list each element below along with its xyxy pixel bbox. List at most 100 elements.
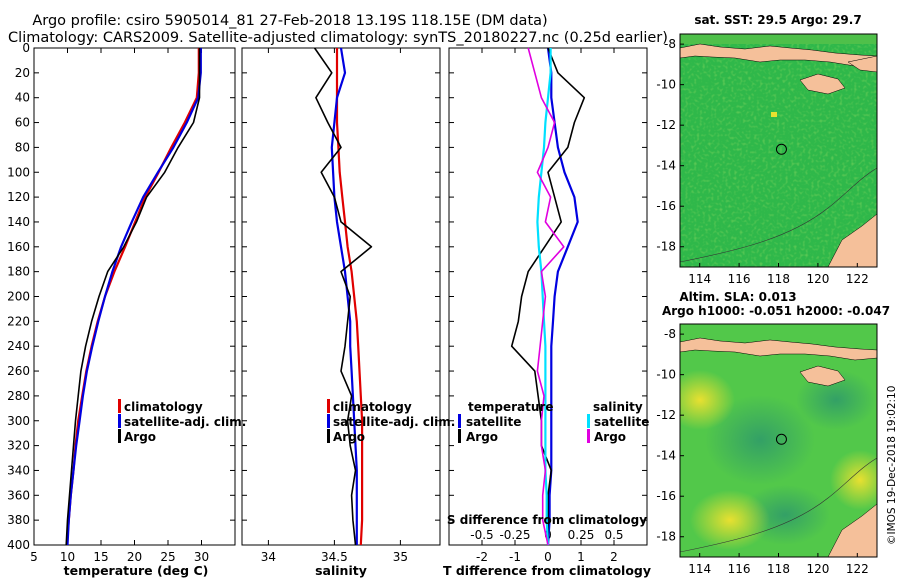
difference-s-label: S difference from climatology bbox=[447, 513, 647, 527]
series-salinity-satellite bbox=[536, 48, 552, 546]
difference-xlabel: T difference from climatology bbox=[443, 563, 651, 578]
series-climatology bbox=[335, 48, 364, 546]
legend-title-temperature: temperature bbox=[468, 400, 553, 414]
depth-tick-label: 40 bbox=[15, 91, 30, 105]
legend-label-argo: Argo bbox=[124, 430, 156, 444]
difference-legend: temperature satellite Argo salinity sate… bbox=[458, 400, 649, 444]
temperature-y-ticks: 0 20 40 60 80 100 120 140 160 180 200 220 240 260 280 3… bbox=[7, 41, 235, 552]
legend-label-sat: satellite-adj. clim. bbox=[124, 415, 246, 429]
imos-credit: ©IMOS 19-Dec-2018 19:02:10 bbox=[886, 386, 898, 545]
lat-tick-label: -16 bbox=[656, 489, 676, 503]
sst-argo-location bbox=[775, 143, 787, 155]
sal-legend-sat: satellite-adj. clim. bbox=[333, 415, 455, 429]
s-tick-label: -0.25 bbox=[499, 528, 530, 542]
x-tick-label: 35 bbox=[393, 550, 408, 564]
x-tick-label: 2 bbox=[610, 550, 618, 564]
depth-tick-label: 260 bbox=[7, 364, 30, 378]
x-tick-label: 34 bbox=[261, 550, 276, 564]
lat-tick-label: -12 bbox=[656, 408, 676, 422]
depth-tick-label: 80 bbox=[15, 140, 30, 154]
lon-tick-label: 114 bbox=[688, 272, 711, 286]
sst-land-islands bbox=[680, 43, 877, 67]
legend-s-satellite: satellite bbox=[594, 415, 649, 429]
difference-s-ticks: -0.5 -0.25 0 0.25 0.5 bbox=[470, 528, 623, 542]
temperature-xlabel: temperature (deg C) bbox=[64, 563, 209, 578]
depth-tick-label: 180 bbox=[7, 265, 30, 279]
sst-land-sumba bbox=[799, 73, 846, 95]
lon-tick-label: 116 bbox=[728, 562, 751, 576]
lat-tick-label: -8 bbox=[664, 37, 676, 51]
depth-tick-label: 220 bbox=[7, 314, 30, 328]
lat-tick-label: -18 bbox=[656, 240, 676, 254]
lon-tick-label: 122 bbox=[846, 562, 869, 576]
series-salinity-argo bbox=[527, 47, 565, 546]
lon-tick-label: 122 bbox=[846, 272, 869, 286]
depth-tick-label: 20 bbox=[15, 66, 30, 80]
sst-map: sat. SST: 29.5 Argo: 29.7 -8 -10 -12 -14 -16… bbox=[656, 13, 878, 286]
difference-x-ticks: -2 -1 0 1 2 bbox=[476, 48, 618, 564]
sla-argo-location bbox=[775, 433, 787, 445]
x-tick-label: 30 bbox=[194, 550, 209, 564]
sla-map-title-2: Argo h1000: -0.051 h2000: -0.047 bbox=[662, 304, 890, 318]
legend-t-argo: Argo bbox=[466, 430, 498, 444]
sla-land-sumba bbox=[799, 365, 846, 387]
x-tick-label: 10 bbox=[60, 550, 75, 564]
s-tick-label: -0.5 bbox=[470, 528, 493, 542]
temperature-legend: climatology satellite-adj. clim. Argo bbox=[118, 399, 246, 444]
depth-tick-label: 160 bbox=[7, 240, 30, 254]
depth-tick-label: 380 bbox=[7, 513, 30, 527]
series-satellite-adj-clim- bbox=[330, 47, 358, 545]
lon-tick-label: 118 bbox=[767, 272, 790, 286]
s-tick-label: 0.5 bbox=[604, 528, 623, 542]
depth-tick-label: 140 bbox=[7, 215, 30, 229]
x-tick-label: -2 bbox=[476, 550, 488, 564]
lat-tick-label: -12 bbox=[656, 118, 676, 132]
sal-legend-clim: climatology bbox=[333, 400, 412, 414]
legend-label-clim: climatology bbox=[124, 400, 203, 414]
depth-tick-label: 100 bbox=[7, 165, 30, 179]
series-climatology bbox=[65, 48, 200, 546]
depth-tick-label: 300 bbox=[7, 414, 30, 428]
sst-land-timor bbox=[847, 55, 877, 73]
depth-tick-label: 400 bbox=[7, 538, 30, 552]
legend-swatch-clim bbox=[118, 399, 121, 413]
lat-tick-label: -14 bbox=[656, 159, 676, 173]
legend-title-salinity: salinity bbox=[593, 400, 643, 414]
lat-tick-label: -14 bbox=[656, 449, 676, 463]
depth-tick-label: 340 bbox=[7, 463, 30, 477]
depth-tick-label: 120 bbox=[7, 190, 30, 204]
lat-tick-label: -8 bbox=[664, 327, 676, 341]
lat-tick-label: -16 bbox=[656, 199, 676, 213]
depth-tick-label: 280 bbox=[7, 389, 30, 403]
series-temperature-satellite bbox=[546, 47, 579, 546]
legend-t-satellite: satellite bbox=[466, 415, 521, 429]
x-tick-label: 5 bbox=[30, 550, 38, 564]
sst-land-australia bbox=[827, 213, 877, 267]
lon-tick-label: 120 bbox=[806, 272, 829, 286]
lat-tick-label: -18 bbox=[656, 530, 676, 544]
series-argo bbox=[313, 47, 373, 546]
salinity-legend: climatology satellite-adj. clim. Argo bbox=[327, 399, 455, 444]
title-line-2: Climatology: CARS2009. Satellite-adjuste… bbox=[8, 30, 668, 46]
sla-land-islands bbox=[680, 337, 877, 361]
depth-tick-label: 320 bbox=[7, 439, 30, 453]
sst-map-title: sat. SST: 29.5 Argo: 29.7 bbox=[694, 13, 861, 27]
x-tick-label: 0 bbox=[544, 550, 552, 564]
temperature-panel: 0 20 40 60 80 100 120 140 160 180 200 220 240 260 280 3… bbox=[7, 41, 246, 578]
difference-panel: -2 -1 0 1 2 -0.5 -0.25 0 0.25 0.5 T difference f… bbox=[443, 47, 651, 578]
x-tick-label: 1 bbox=[577, 550, 585, 564]
depth-tick-label: 200 bbox=[7, 290, 30, 304]
lon-tick-label: 116 bbox=[728, 272, 751, 286]
lon-tick-label: 114 bbox=[688, 562, 711, 576]
x-tick-label: 15 bbox=[93, 550, 108, 564]
sal-legend-argo: Argo bbox=[333, 430, 365, 444]
salinity-panel: 34 34.5 35 salinity climatology satellite-… bbox=[241, 47, 455, 578]
depth-tick-label: 240 bbox=[7, 339, 30, 353]
legend-swatch-sat bbox=[118, 414, 121, 428]
title-line-1: Argo profile: csiro 5905014_81 27-Feb-20… bbox=[32, 13, 547, 29]
legend-swatch-argo bbox=[118, 429, 121, 443]
legend-s-argo: Argo bbox=[594, 430, 626, 444]
lat-tick-label: -10 bbox=[656, 78, 676, 92]
depth-tick-label: 60 bbox=[15, 116, 30, 130]
